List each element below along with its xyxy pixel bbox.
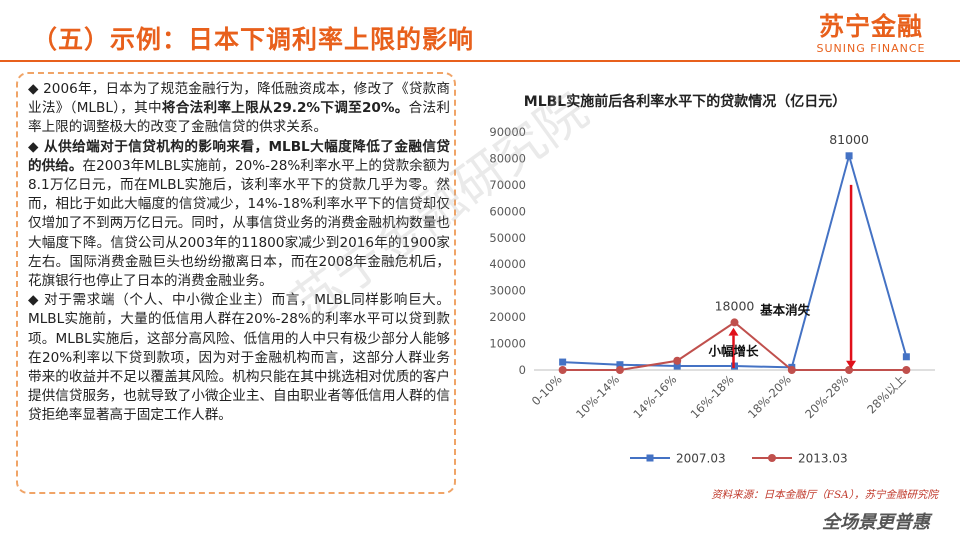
annotation-arrowhead-up xyxy=(728,327,739,336)
loan-line-chart: MLBL实施前后各利率水平下的贷款情况（亿日元） 0 10000 20000 3000… xyxy=(489,93,935,466)
paragraph-1-emphasis: 将合法利率上限从29.2%下调至20%。 xyxy=(161,100,409,117)
x-tick-label: 0-10% xyxy=(529,372,565,408)
paragraph-3: ◆ 对于需求端（个人、中小微企业主）而言，MLBL同样影响巨大。MLBL实施前，… xyxy=(28,292,450,424)
paragraph-2: ◆ 从供给端对于信贷机构的影响来看，MLBL大幅度降低了金融信贷的供给。在200… xyxy=(28,138,450,292)
series-marker-2007.03 xyxy=(559,358,567,366)
y-tick-label: 60000 xyxy=(489,204,526,218)
paragraph-1-text: ◆ 2006年，日本为了规范金融行为，降低融资成本，修改了《贷款商业法》（MLB… xyxy=(28,81,450,117)
annotation-label: 基本消失 xyxy=(759,302,811,317)
series-marker-2013.03 xyxy=(730,318,739,327)
series-marker-2013.03 xyxy=(902,366,911,374)
slogan: 全场景更普惠 xyxy=(822,512,930,533)
data-label: 18000 xyxy=(715,298,755,313)
series-marker-2013.03 xyxy=(615,366,624,374)
text-panel: ◆ 2006年，日本为了规范金融行为，降低融资成本，修改了《贷款商业法》（MLB… xyxy=(28,80,450,426)
annotation-label: 小幅增长 xyxy=(707,343,759,358)
source-note: 资料来源：日本金融厅（FSA），苏宁金融研究院 xyxy=(711,489,938,501)
y-tick-label: 90000 xyxy=(489,125,526,139)
series-marker-2007.03 xyxy=(902,353,910,361)
y-tick-label: 80000 xyxy=(489,151,526,165)
page-title: （五）示例：日本下调利率上限的影响 xyxy=(32,25,475,54)
logo-text: 苏宁金融 xyxy=(818,12,923,41)
y-tick-label: 40000 xyxy=(489,257,526,271)
x-tick-label: 28%以上 xyxy=(864,372,908,416)
series-marker-2007.03 xyxy=(616,361,624,369)
annotation-arrowhead-down xyxy=(846,360,857,369)
paragraph-1: ◆ 2006年，日本为了规范金融行为，降低融资成本，修改了《贷款商业法》（MLB… xyxy=(28,80,450,138)
data-label: 81000 xyxy=(829,132,869,147)
title-divider xyxy=(0,60,960,62)
x-tick-label: 16%-18% xyxy=(688,372,737,421)
x-tick-label: 14%-16% xyxy=(630,372,679,421)
y-tick-label: 50000 xyxy=(489,231,526,245)
legend-marker xyxy=(768,454,776,462)
legend-label: 2013.03 xyxy=(798,452,848,466)
series-marker-2007.03 xyxy=(673,362,681,370)
y-tick-label: 20000 xyxy=(489,310,526,324)
legend-label: 2007.03 xyxy=(676,452,726,466)
y-tick-label: 10000 xyxy=(489,337,526,351)
text-panel-border xyxy=(16,72,456,494)
x-tick-label: 20%-28% xyxy=(802,372,851,421)
series-marker-2013.03 xyxy=(787,366,796,374)
legend-marker xyxy=(646,454,654,462)
paragraph-2-text: 在2003年MLBL实施前，20%-28%利率水平上的贷款余额为8.1万亿日元，… xyxy=(28,157,450,290)
y-tick-label: 0 xyxy=(519,363,526,377)
x-tick-label: 10%-14% xyxy=(573,372,622,421)
y-tick-label: 30000 xyxy=(489,284,526,298)
paragraph-1-text-end: 合法利率上限的调整极大的改变了金融信贷的供求关系。 xyxy=(28,100,450,136)
brand-logo: 苏宁金融 SUNING FINANCE xyxy=(806,12,936,56)
logo-subtext: SUNING FINANCE xyxy=(816,42,926,55)
series-marker-2013.03 xyxy=(673,356,682,365)
y-tick-label: 70000 xyxy=(489,178,526,192)
series-marker-2007.03 xyxy=(845,152,853,160)
chart-title: MLBL实施前后各利率水平下的贷款情况（亿日元） xyxy=(524,93,846,110)
series-marker-2013.03 xyxy=(558,366,567,374)
x-tick-label: 18%-20% xyxy=(745,372,794,421)
paragraph-2-heading: ◆ 从供给端对于信贷机构的影响来看，MLBL大幅度降低了金融信贷的供给。 xyxy=(28,138,450,174)
